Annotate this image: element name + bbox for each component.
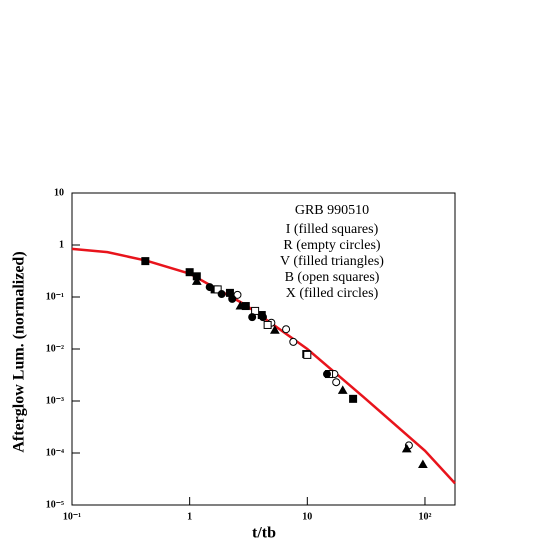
marker <box>235 301 246 310</box>
marker <box>270 325 280 334</box>
marker <box>332 378 341 387</box>
y-tick-label: 10⁻³ <box>46 395 64 406</box>
marker <box>233 290 242 299</box>
y-axis-label: Afterglow Lum. (normalized) <box>11 251 28 452</box>
y-tick-label: 10⁻² <box>46 343 64 354</box>
marker <box>282 325 291 334</box>
plot-frame <box>71 192 456 506</box>
x-tick-label: 10⁻¹ <box>63 511 81 522</box>
marker <box>263 320 272 329</box>
y-tick-label: 10 <box>54 187 64 198</box>
marker <box>401 443 412 453</box>
marker <box>258 313 267 322</box>
marker <box>349 394 358 403</box>
annotation: GRB 990510 <box>295 203 369 218</box>
marker <box>322 370 331 379</box>
legend-label: R (empty circles) <box>283 238 381 253</box>
marker <box>141 257 150 266</box>
x-axis-label: t/tb <box>252 525 276 542</box>
marker <box>213 285 222 294</box>
legend-label: V (filled triangles) <box>280 254 384 269</box>
marker <box>185 268 194 277</box>
marker <box>337 385 348 394</box>
y-tick-label: 10⁻⁴ <box>46 447 64 458</box>
marker <box>191 276 202 285</box>
marker <box>205 283 214 292</box>
marker <box>289 337 298 346</box>
y-tick-label: 10⁻⁵ <box>46 499 64 510</box>
marker <box>418 459 428 469</box>
marker <box>303 350 312 359</box>
x-tick-label: 1 <box>187 511 192 522</box>
x-tick-label: 10² <box>418 511 431 522</box>
fit-curve <box>71 247 456 485</box>
y-tick-label: 10⁻¹ <box>46 291 64 302</box>
marker <box>248 313 257 322</box>
marker <box>228 294 237 303</box>
legend-label: X (filled circles) <box>286 286 379 301</box>
y-tick-label: 1 <box>59 239 64 250</box>
x-tick-label: 10 <box>302 511 312 522</box>
marker <box>217 290 226 299</box>
legend-label: I (filled squares) <box>286 222 379 237</box>
legend-label: B (open squares) <box>285 270 380 285</box>
